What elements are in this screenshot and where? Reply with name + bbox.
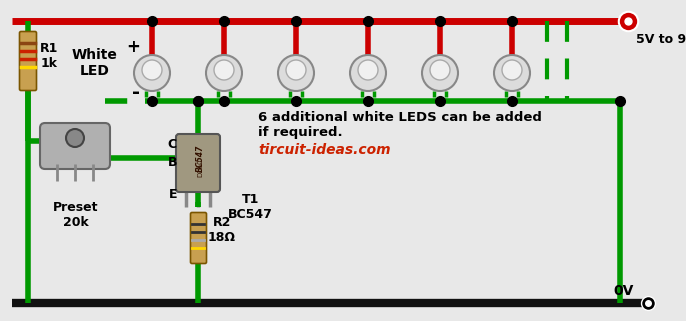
Text: B: B bbox=[167, 157, 177, 169]
FancyBboxPatch shape bbox=[191, 213, 206, 264]
FancyBboxPatch shape bbox=[176, 134, 220, 192]
Circle shape bbox=[142, 60, 162, 80]
Text: 6 additional white LEDS can be added
if required.: 6 additional white LEDS can be added if … bbox=[258, 111, 542, 139]
Circle shape bbox=[430, 60, 450, 80]
Text: 0V: 0V bbox=[613, 284, 633, 298]
Circle shape bbox=[494, 55, 530, 91]
Text: C: C bbox=[168, 138, 177, 152]
Text: R2
18Ω: R2 18Ω bbox=[208, 216, 236, 244]
Text: T1
BC547: T1 BC547 bbox=[228, 193, 273, 221]
Text: White
LED: White LED bbox=[72, 48, 118, 78]
Text: 5V to 9V: 5V to 9V bbox=[636, 33, 686, 46]
Text: Preset
20k: Preset 20k bbox=[53, 201, 99, 229]
Text: tircuit-ideas.com: tircuit-ideas.com bbox=[258, 143, 390, 157]
Circle shape bbox=[134, 55, 170, 91]
FancyBboxPatch shape bbox=[40, 123, 110, 169]
Text: E: E bbox=[169, 187, 177, 201]
Text: BC547: BC547 bbox=[196, 144, 204, 172]
Circle shape bbox=[350, 55, 386, 91]
Circle shape bbox=[278, 55, 314, 91]
Text: R1
1k: R1 1k bbox=[40, 42, 58, 70]
Circle shape bbox=[422, 55, 458, 91]
Circle shape bbox=[358, 60, 378, 80]
Text: D1a0: D1a0 bbox=[197, 159, 203, 177]
Circle shape bbox=[214, 60, 234, 80]
FancyBboxPatch shape bbox=[19, 31, 36, 91]
Circle shape bbox=[206, 55, 242, 91]
Text: +: + bbox=[126, 38, 140, 56]
Circle shape bbox=[66, 129, 84, 147]
Circle shape bbox=[286, 60, 306, 80]
Circle shape bbox=[502, 60, 522, 80]
Text: -: - bbox=[132, 83, 140, 102]
